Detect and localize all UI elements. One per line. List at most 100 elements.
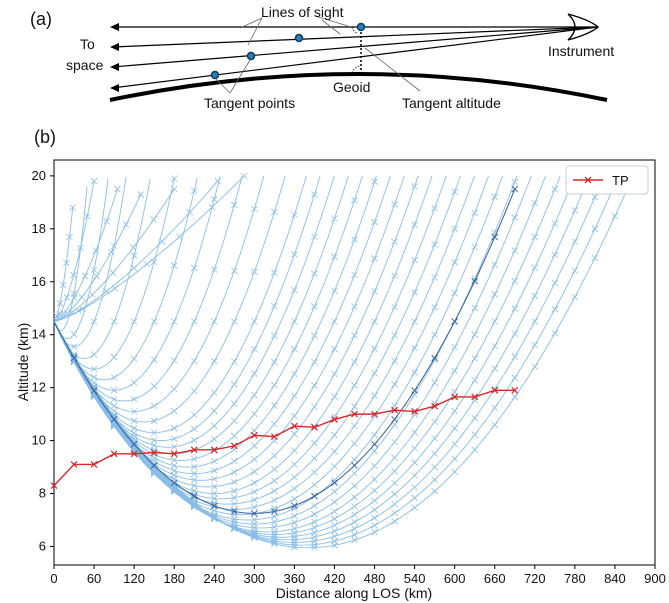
los-marker (411, 256, 418, 264)
y-tick-label: 20 (32, 168, 46, 183)
los-marker (271, 523, 278, 531)
los-marker (351, 470, 358, 477)
los-marker (90, 384, 98, 391)
los-marker (551, 186, 559, 193)
los-marker (411, 494, 418, 502)
instrument-icon (567, 13, 600, 41)
los-marker (411, 344, 418, 352)
los-marker (471, 376, 478, 384)
leader-lines (215, 15, 421, 94)
los-marker (69, 204, 76, 211)
tp-point (210, 446, 218, 454)
los-marker (130, 264, 138, 272)
los-marker (371, 218, 378, 226)
los-marker (110, 374, 118, 381)
los-curve (53, 175, 561, 538)
los-marker (90, 266, 98, 274)
los-marker (451, 407, 458, 415)
los-marker (351, 482, 358, 490)
los-marker (251, 268, 258, 276)
los-marker (150, 318, 158, 325)
los-marker (231, 201, 238, 209)
los-marker (511, 305, 519, 312)
los-marker (251, 456, 258, 463)
los-marker (89, 291, 96, 298)
los-marker (391, 500, 398, 508)
los-marker (431, 487, 438, 495)
los-marker (271, 269, 278, 276)
los-marker (170, 262, 178, 269)
los-marker (271, 452, 278, 459)
los-marker (170, 407, 178, 415)
los-marker (471, 414, 478, 422)
tp-point (431, 402, 439, 410)
highlight-marker (451, 318, 458, 325)
x-tick-label: 240 (203, 571, 225, 586)
highlight-marker (170, 479, 178, 486)
los-marker (331, 521, 338, 529)
los-marker (210, 195, 218, 203)
los-marker (551, 329, 559, 337)
y-axis-ticks: 6 8 10 12 14 16 18 20 (32, 168, 54, 553)
los-curve (53, 175, 504, 524)
tp-point (270, 433, 278, 441)
x-tick-label: 900 (644, 571, 666, 586)
highlight-marker (431, 354, 438, 362)
los-curve-line (53, 175, 590, 541)
los-marker (291, 318, 298, 325)
y-axis-title: Altitude (km) (15, 323, 31, 402)
los-marker (231, 500, 238, 508)
tangent-point-3 (246, 51, 256, 61)
los-marker (210, 357, 218, 365)
los-marker (63, 259, 70, 267)
tangent-right-angle-top (351, 26, 359, 34)
los-curve-line (53, 179, 151, 359)
highlight-marker (90, 387, 98, 394)
los-marker (231, 494, 238, 501)
los-marker (291, 519, 298, 526)
los-line-4 (111, 26, 599, 89)
los-marker (231, 445, 238, 453)
los-marker (291, 251, 298, 258)
tp-point (471, 393, 479, 401)
highlight-marker (190, 492, 198, 500)
los-curve (53, 175, 349, 458)
los-marker (431, 435, 438, 442)
los-marker (491, 229, 499, 236)
x-tick-label: 0 (50, 571, 57, 586)
y-tick-label: 10 (32, 433, 46, 448)
los-marker (130, 417, 138, 425)
los-marker (351, 271, 358, 279)
tp-series (50, 386, 519, 490)
los-marker (511, 214, 519, 221)
highlight-marker (471, 277, 479, 285)
los-marker (271, 540, 278, 548)
los-marker (93, 273, 100, 280)
panel-a: (a) (30, 4, 614, 111)
los-marker (471, 209, 478, 217)
los-marker (551, 251, 559, 258)
los-marker (210, 507, 218, 515)
los-marker (251, 391, 258, 399)
legend-marker (584, 176, 592, 184)
los-marker (391, 509, 398, 517)
highlight-marker (210, 502, 218, 510)
los-marker (271, 477, 278, 484)
y-tick-label: 14 (32, 327, 46, 342)
los-marker (291, 430, 298, 438)
los-curve (53, 175, 391, 477)
los-marker (411, 183, 418, 190)
los-curve (53, 175, 221, 394)
los-marker (110, 242, 118, 250)
los-marker (311, 510, 318, 518)
los-marker (451, 188, 458, 196)
x-tick-label: 780 (564, 571, 586, 586)
los-marker (66, 233, 73, 241)
los-marker (471, 331, 478, 338)
los-marker (170, 462, 178, 469)
los-marker (311, 502, 318, 510)
los-marker (170, 318, 178, 325)
los-marker (371, 476, 378, 483)
los-marker (411, 221, 418, 228)
tp-point (150, 449, 158, 456)
